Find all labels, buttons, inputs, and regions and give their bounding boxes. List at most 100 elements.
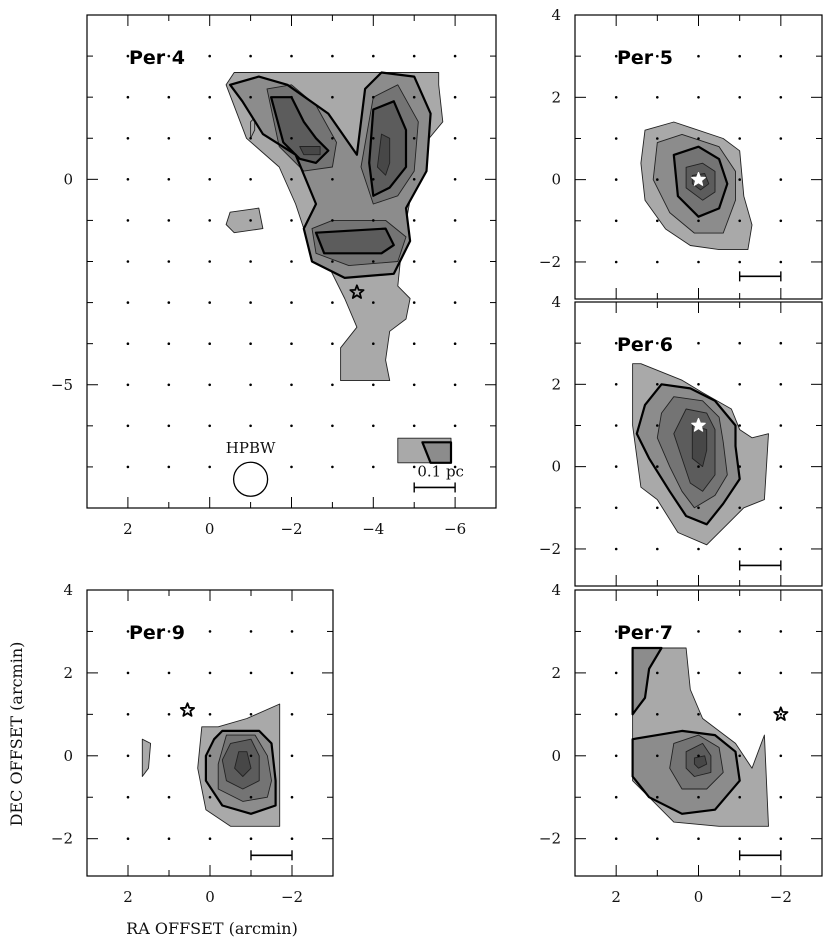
axis-ticks xyxy=(86,589,334,876)
grid-point xyxy=(290,465,293,469)
grid-point xyxy=(738,341,741,345)
panel-title: Per 6 xyxy=(617,334,673,356)
grid-point xyxy=(126,795,130,799)
grid-point xyxy=(126,465,130,469)
y-tick-label: 4 xyxy=(63,581,73,599)
grid-point xyxy=(208,383,211,387)
contour-emphasis-level-4-1 xyxy=(368,100,408,197)
grid-point xyxy=(372,178,375,181)
y-tick-label: −2 xyxy=(539,830,561,848)
grid-point xyxy=(453,342,457,346)
grid-point xyxy=(290,795,294,799)
grid-point xyxy=(779,341,783,345)
grid-point xyxy=(697,671,700,675)
grid-point xyxy=(126,301,130,304)
contour-emphasis-level-4-0 xyxy=(270,96,330,164)
grid-point xyxy=(167,178,171,181)
grid-point xyxy=(738,547,741,551)
grid-point xyxy=(738,424,741,427)
grid-point xyxy=(412,342,416,346)
grid-point xyxy=(290,54,293,58)
contour-emphasis-level-4-2 xyxy=(314,227,395,255)
axis-ticks xyxy=(574,589,823,876)
x-tick-label: −2 xyxy=(281,888,303,906)
x-axis-title: RA OFFSET (arcmin) xyxy=(126,919,298,938)
grid-point xyxy=(331,383,334,387)
grid-point xyxy=(167,95,171,99)
grid-point xyxy=(331,137,334,140)
x-tick-label: 2 xyxy=(123,888,133,906)
grid-point xyxy=(372,424,375,428)
grid-point xyxy=(614,219,618,223)
grid-point xyxy=(167,837,171,840)
axis-ticks xyxy=(574,14,823,299)
grid-point xyxy=(126,219,130,222)
grid-point xyxy=(372,95,375,99)
grid-point xyxy=(126,342,130,346)
grid-point xyxy=(779,506,783,510)
panel-per7: 2 0 −2 4 2 0 −2 Per 7 xyxy=(539,581,823,906)
grid-point xyxy=(697,137,700,140)
y-tick-label: 0 xyxy=(551,747,561,765)
grid-point xyxy=(167,424,171,428)
grid-point xyxy=(697,383,700,386)
grid-point xyxy=(779,671,783,675)
star-marker xyxy=(179,702,195,717)
panel-per9: 2 0 −2 4 2 0 −2 Per 9 xyxy=(51,581,334,906)
sampling-grid xyxy=(614,630,783,840)
grid-point xyxy=(126,54,130,58)
grid-point xyxy=(656,178,659,181)
grid-point xyxy=(738,260,741,264)
y-tick-label: 0 xyxy=(63,170,73,188)
grid-point xyxy=(249,260,252,263)
grid-point xyxy=(738,713,741,716)
grid-point xyxy=(290,671,294,675)
grid-point xyxy=(208,137,211,140)
grid-point xyxy=(614,547,618,551)
grid-point xyxy=(697,754,700,758)
grid-point xyxy=(738,383,741,386)
contour-level-1-region-2 xyxy=(225,207,264,234)
grid-point xyxy=(249,95,252,99)
grid-point xyxy=(614,178,618,181)
grid-point xyxy=(453,178,457,181)
grid-point xyxy=(412,137,416,140)
grid-point xyxy=(656,630,659,633)
grid-point xyxy=(656,506,659,510)
grid-point xyxy=(249,342,252,346)
grid-point xyxy=(167,219,171,222)
contour-emphasis-level-2-0 xyxy=(204,729,277,815)
grid-point xyxy=(208,342,211,346)
grid-point xyxy=(779,754,783,758)
grid-point xyxy=(453,424,457,428)
grid-point xyxy=(249,383,252,387)
grid-point xyxy=(126,260,130,263)
grid-point xyxy=(412,465,416,469)
y-axis-title: DEC OFFSET (arcmin) xyxy=(7,642,26,827)
grid-point xyxy=(249,795,253,799)
grid-point xyxy=(331,95,334,99)
grid-point xyxy=(208,671,212,675)
grid-point xyxy=(290,754,294,758)
grid-point xyxy=(126,178,130,181)
contour-body xyxy=(614,54,783,264)
star-marker xyxy=(691,172,706,186)
x-tick-label: 0 xyxy=(205,520,215,538)
grid-point xyxy=(779,547,783,551)
grid-point xyxy=(779,54,783,58)
grid-point xyxy=(738,837,741,840)
grid-point xyxy=(249,54,252,58)
grid-point xyxy=(779,96,783,99)
scale-bar xyxy=(738,850,782,861)
grid-point xyxy=(167,260,171,263)
grid-point xyxy=(126,671,130,675)
grid-point xyxy=(779,178,783,181)
grid-point xyxy=(656,837,659,840)
star-marker xyxy=(349,284,365,299)
y-tick-label: 4 xyxy=(551,581,561,599)
star-marker xyxy=(691,417,706,432)
grid-point xyxy=(290,713,294,716)
grid-point xyxy=(249,754,253,758)
grid-point xyxy=(614,671,618,675)
grid-point xyxy=(656,547,659,551)
